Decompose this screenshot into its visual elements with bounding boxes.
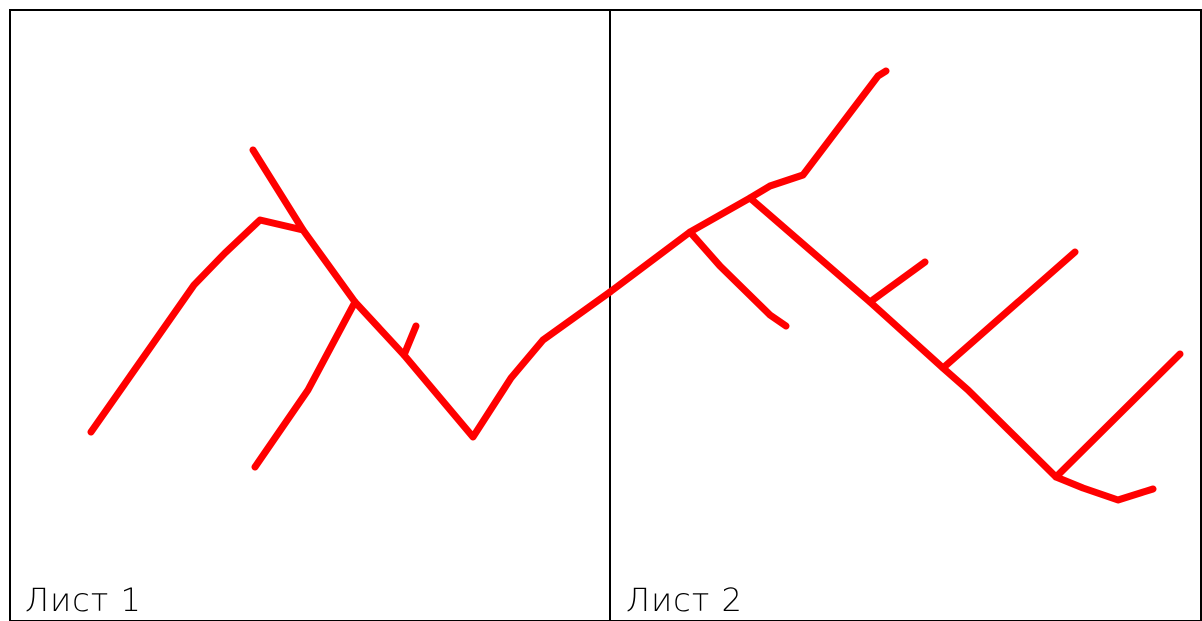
- line-middle-branch: [251, 298, 359, 471]
- line-main-trunk: [606, 67, 890, 296]
- line-short-spur: [400, 322, 420, 359]
- line-spur-2: [939, 248, 1079, 372]
- line-branch-long: [746, 194, 1157, 504]
- sheet-1-label: Лист 1: [25, 581, 142, 619]
- line-left-branch: [87, 216, 307, 436]
- line-spur-1: [866, 258, 929, 306]
- line-diagonal-top: [249, 146, 359, 306]
- sheet-1-frame: [9, 9, 611, 621]
- sheet-2-frame: [609, 9, 1202, 621]
- line-main-zigzag: [351, 288, 614, 441]
- network-lines: [87, 67, 1184, 504]
- line-spur-3: [1052, 350, 1184, 481]
- sheet-2-label: Лист 2: [626, 581, 743, 619]
- line-branch-short: [686, 228, 790, 330]
